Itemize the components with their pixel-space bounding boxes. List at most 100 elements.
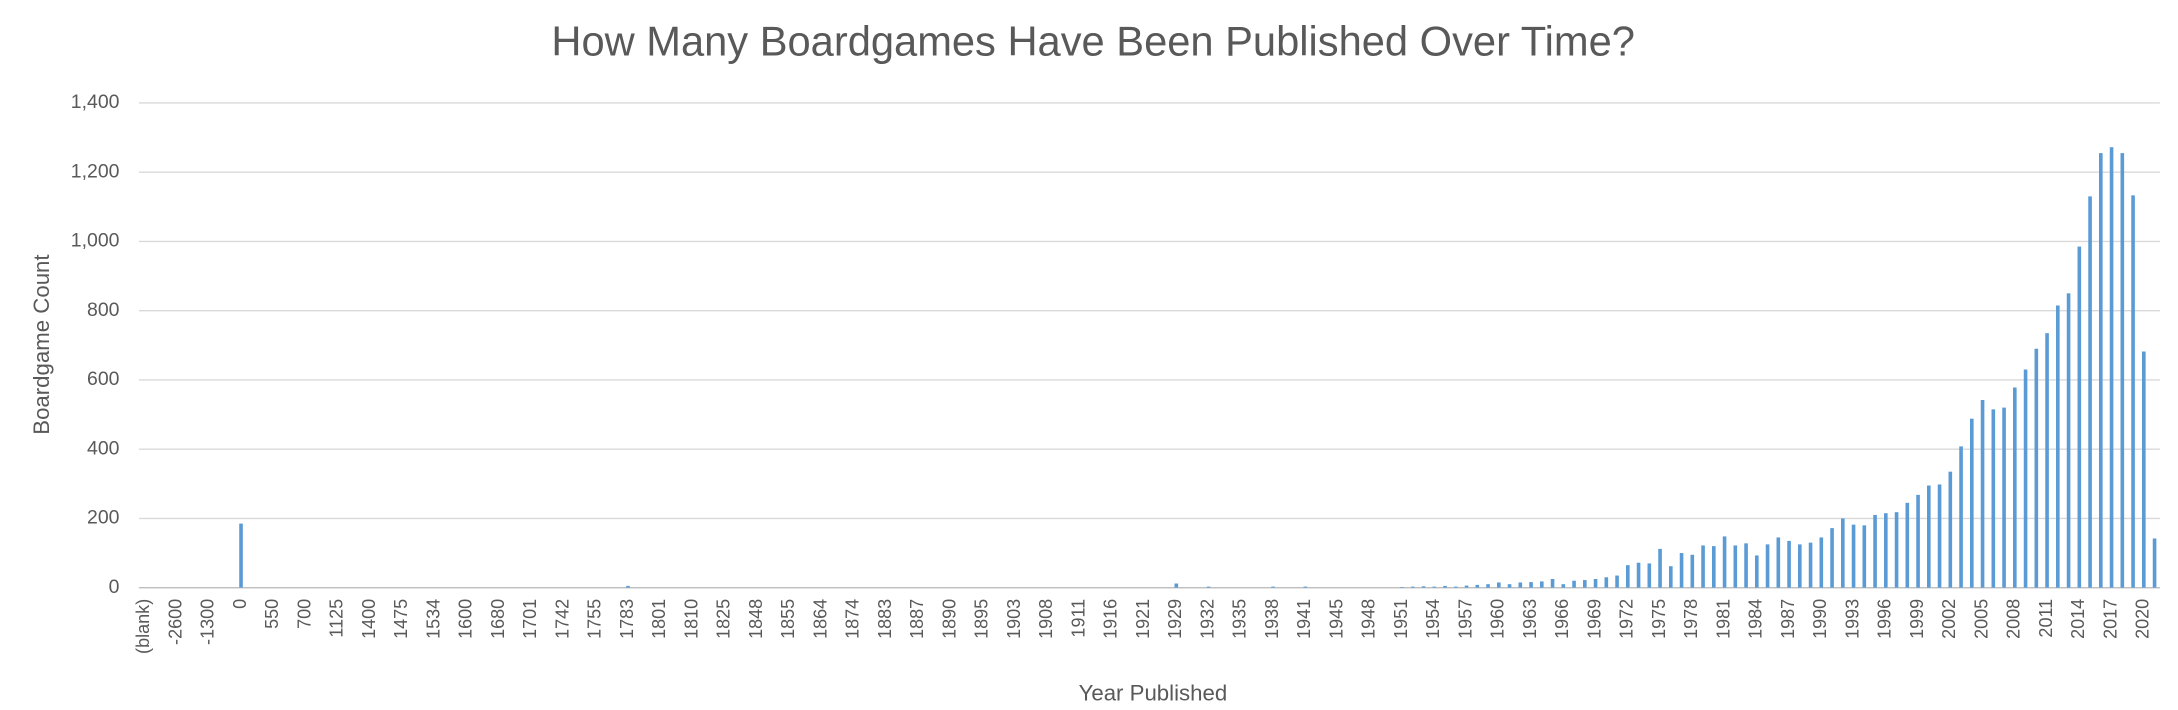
bar [1798, 544, 1802, 588]
bar [1787, 540, 1791, 588]
x-tick-label: 1825 [714, 599, 734, 639]
x-tick-label: 1911 [1068, 599, 1088, 638]
bar [1679, 553, 1684, 588]
bar [2066, 293, 2071, 588]
bar [1894, 512, 1899, 588]
bar [1658, 548, 1662, 588]
x-tick-label: 1400 [359, 599, 379, 639]
x-tick-label: 1987 [1778, 599, 1798, 639]
bar [1905, 502, 1910, 588]
bar [2013, 387, 2017, 588]
x-tick-label: 1929 [1165, 599, 1185, 639]
x-tick-label: -2600 [165, 599, 185, 645]
bar [1744, 543, 1748, 588]
x-tick-label: 1999 [1907, 599, 1927, 639]
bar [1722, 536, 1727, 588]
x-tick-label: 1921 [1133, 599, 1153, 639]
bar [2142, 351, 2146, 588]
bar [1701, 545, 1705, 588]
bar [2131, 195, 2135, 588]
bar [1916, 494, 1920, 588]
x-tick-label: 1990 [1810, 599, 1830, 639]
x-tick-label: 2014 [2068, 599, 2088, 639]
bar [1604, 577, 1609, 588]
bar [2023, 369, 2028, 588]
x-tick-label: 1945 [1326, 599, 1346, 639]
bar [2099, 153, 2103, 588]
x-tick-label: 1978 [1681, 599, 1701, 639]
bar [239, 523, 243, 588]
bar [1948, 471, 1953, 588]
x-tick-label: 2011 [2036, 599, 2056, 638]
bar [1626, 565, 1630, 588]
x-tick-label: 1916 [1101, 599, 1121, 639]
x-tick-label: 1848 [746, 599, 766, 639]
bar [1980, 399, 1985, 588]
bar [1776, 537, 1781, 588]
bar [1755, 555, 1759, 588]
bar [2088, 196, 2092, 588]
x-tick-label: 2002 [1939, 599, 1959, 639]
bar [1271, 586, 1275, 588]
bar [2045, 333, 2049, 588]
x-tick-label: 1938 [1262, 599, 1282, 639]
bar [1873, 514, 1877, 588]
bar [1518, 582, 1523, 588]
y-tick-label: 400 [87, 437, 120, 459]
x-tick-label: 1966 [1552, 599, 1572, 639]
bar [1529, 582, 1533, 588]
bar [1572, 580, 1576, 588]
y-tick-label: 1,000 [71, 230, 120, 252]
bar [1615, 575, 1619, 588]
bar [1507, 584, 1512, 588]
bar [1851, 524, 1856, 588]
x-tick-label: 700 [294, 599, 314, 629]
bar [2152, 538, 2157, 588]
bar [1443, 585, 1447, 588]
x-tick-label: 2005 [1971, 599, 1991, 639]
x-tick-label: 1895 [972, 599, 992, 639]
bar [2077, 246, 2082, 588]
x-tick-label: 1874 [843, 599, 863, 639]
x-axis-title: Year Published [1079, 680, 1228, 705]
bar [1453, 586, 1458, 588]
bar [1561, 584, 1566, 588]
x-tick-label: 550 [262, 599, 282, 629]
x-tick-label: 1890 [939, 599, 959, 639]
bar [1174, 583, 1179, 588]
x-tick-label: 1701 [520, 599, 540, 639]
x-tick-label: 1887 [907, 599, 927, 639]
bar [1550, 579, 1555, 588]
x-tick-label: 1908 [1036, 599, 1056, 639]
bar [1808, 542, 1813, 588]
x-tick-label: 2020 [2133, 599, 2153, 639]
x-tick-label: (blank) [133, 599, 153, 654]
bar [1539, 581, 1544, 588]
bar [1647, 563, 1652, 588]
bar [2056, 305, 2060, 588]
x-tick-label: 1935 [1230, 599, 1250, 639]
x-tick-label: 1742 [552, 599, 572, 639]
chart-title: How Many Boardgames Have Been Published … [551, 18, 1635, 65]
x-tick-label: 1903 [1004, 599, 1024, 639]
bar [1421, 586, 1426, 588]
bar [1884, 513, 1888, 588]
y-tick-label: 0 [109, 576, 120, 598]
bar [1410, 586, 1415, 588]
x-tick-label: 1957 [1455, 599, 1475, 639]
bar [1690, 554, 1695, 588]
x-tick-label: 1475 [391, 599, 411, 639]
bar [1486, 584, 1490, 588]
x-tick-label: 1972 [1617, 599, 1637, 639]
x-tick-label: 1981 [1713, 599, 1733, 639]
x-tick-label: 1680 [488, 599, 508, 639]
x-tick-label: 1975 [1649, 599, 1669, 639]
bar [1206, 586, 1211, 588]
x-tick-label: 1855 [778, 599, 798, 639]
x-tick-label: 1783 [617, 599, 637, 639]
bar [1464, 585, 1469, 588]
x-tick-label: 1932 [1197, 599, 1217, 639]
x-tick-label: 1864 [810, 599, 830, 639]
